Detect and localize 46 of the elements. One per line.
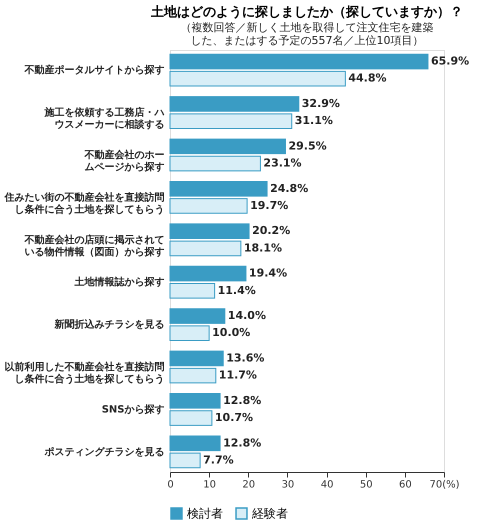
y-tick-label: 土地情報誌から探す [74,276,164,288]
x-tick-label: 40 [320,480,334,490]
data-label: 11.4% [218,284,256,297]
y-tick-label: 新聞折込みチラシを見る [54,318,164,331]
bar [170,350,224,366]
chart-title: 土地はどのように探しましたか（探していますか）？ [150,5,463,20]
data-label: 13.6% [226,351,264,364]
data-label: 12.8% [223,436,262,450]
data-label: 11.7% [218,368,257,382]
data-label: 19.4% [248,266,288,280]
bar [170,368,216,384]
x-tick-label: 70(%) [429,480,460,490]
data-label: 24.8% [270,182,308,195]
data-label: 29.5% [288,139,327,152]
x-tick-label: 60 [398,480,412,490]
data-label: 14.0% [228,309,266,322]
x-tick-label: 10 [203,480,216,490]
data-label: 31.1% [294,114,333,128]
x-tick-label: 30 [282,480,294,490]
data-label: 19.7% [250,198,288,212]
bar [170,156,261,172]
data-label: 10.7% [214,411,254,424]
data-label: 18.1% [244,241,282,254]
data-label: 12.8% [223,394,262,407]
y-tick-label: ポスティングチラシを見る [44,446,164,458]
x-tick-label: 0 [167,480,174,490]
y-tick-label: 以前利用した不動産会社を直接訪問し条件に合う土地を探してもらう [4,361,164,386]
chart-subtitle: （複数回答／新しく土地を取得して注文住宅を建築した、またはする予定の557名／上位10項目） [180,21,434,47]
x-tick-label: 20 [242,480,256,490]
y-tick-label: 不動産ポータルサイトから探す [24,64,164,76]
data-label: 32.9% [302,96,340,110]
legend-label: 検討者 [187,506,223,521]
data-label: 10.0% [212,326,250,340]
data-label: 65.9% [430,54,470,68]
y-tick-label: SNSから探す [102,403,164,416]
y-tick-label: 住みたい街の不動産会社を直接訪問し条件に合う土地を探してもらう [4,191,164,216]
x-tick-label: 50 [360,480,373,490]
legend-label: 経験者 [251,506,288,521]
y-tick-label: 不動産会社のホームページから探す [84,148,164,173]
data-label: 23.1% [263,156,302,170]
data-label: 7.7% [203,453,234,466]
data-label: 44.8% [348,72,387,85]
bar [170,138,286,154]
y-tick-label: 施工を依頼する工務店・ハウスメーカーに相談する [44,106,164,131]
data-label: 20.2% [252,224,290,238]
y-tick-label: 不動産会社の店頭に掲示されている物件情報（図面）から探す [24,234,164,258]
